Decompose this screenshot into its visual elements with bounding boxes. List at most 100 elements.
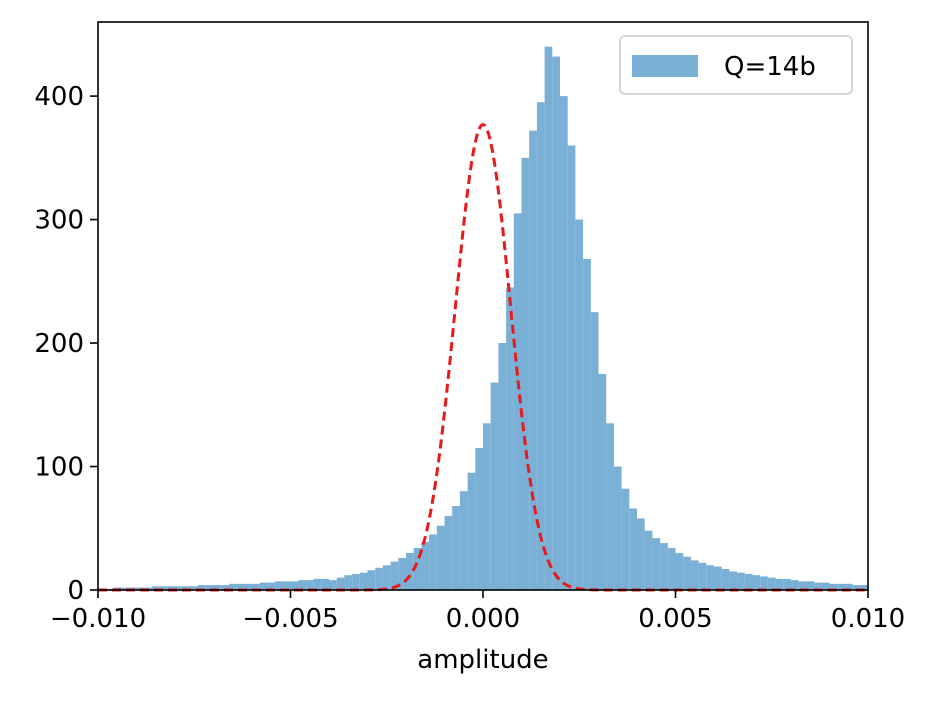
histogram-bar xyxy=(336,577,345,590)
histogram-bar xyxy=(213,585,222,590)
histogram-bar xyxy=(690,560,699,590)
legend-swatch-q14b xyxy=(632,55,698,77)
histogram-bar xyxy=(359,572,368,590)
histogram-bar xyxy=(506,287,514,590)
y-tick-label: 0 xyxy=(67,576,84,606)
histogram-bar xyxy=(552,56,560,590)
histogram-bar xyxy=(814,582,822,590)
histogram-bar xyxy=(521,157,530,590)
histogram-bar xyxy=(313,578,322,590)
histogram-bar xyxy=(737,572,745,590)
histogram-bar xyxy=(783,578,791,590)
histogram-bar xyxy=(382,565,391,590)
histogram-bar xyxy=(444,515,453,590)
histogram-bar xyxy=(413,548,422,590)
histogram-bar xyxy=(452,506,460,590)
histogram-bar xyxy=(329,580,337,590)
histogram-bar xyxy=(467,472,476,590)
histogram-bar xyxy=(536,102,545,591)
x-tick-label: 0.005 xyxy=(638,604,712,634)
histogram-bar xyxy=(159,586,168,590)
histogram-bar xyxy=(190,586,199,590)
histogram-bar xyxy=(621,488,630,590)
y-tick-label: 400 xyxy=(34,82,84,112)
histogram-bar xyxy=(513,213,522,591)
histogram-bar xyxy=(675,552,684,590)
histogram-bar xyxy=(321,578,329,590)
histogram-bar xyxy=(575,219,584,590)
histogram-bar xyxy=(267,582,276,590)
histogram-bar xyxy=(352,573,360,590)
histogram-bar xyxy=(544,46,553,590)
histogram-bar xyxy=(760,576,768,590)
histogram-bar xyxy=(529,130,537,590)
x-tick-label: 0.000 xyxy=(446,604,520,634)
histogram-bar xyxy=(390,561,399,590)
y-tick-label: 100 xyxy=(34,453,84,483)
x-tick-label: −0.005 xyxy=(242,604,338,634)
histogram-bar xyxy=(221,585,229,590)
histogram-bar xyxy=(305,580,314,590)
histogram-bar xyxy=(567,145,576,590)
histogram-bar xyxy=(298,580,306,590)
histogram-bar xyxy=(205,585,214,590)
histogram-bar xyxy=(667,548,676,590)
histogram-bar xyxy=(791,580,799,590)
histogram-bar xyxy=(367,570,376,590)
x-tick-label: 0.010 xyxy=(831,604,905,634)
histogram-bar xyxy=(490,382,499,590)
histogram-bar xyxy=(767,577,776,590)
histogram-bar xyxy=(860,585,868,590)
legend-label-q14b: Q=14b xyxy=(724,52,816,82)
histogram-bar xyxy=(775,578,784,590)
histogram-bar xyxy=(236,583,245,590)
legend: Q=14b xyxy=(619,35,853,95)
histogram-bar xyxy=(829,583,838,590)
y-tick-label: 200 xyxy=(34,329,84,359)
histogram-bar xyxy=(151,586,160,590)
histogram-bar xyxy=(198,585,206,590)
y-axis-ticks: 0 100 200 300 400 xyxy=(34,82,98,606)
histogram-bar xyxy=(344,575,353,590)
histogram-bar xyxy=(475,448,483,590)
histogram-bar xyxy=(598,373,607,590)
histogram-bar xyxy=(660,543,668,590)
histogram-bar xyxy=(606,423,614,590)
histogram-bar xyxy=(613,466,622,590)
histogram-bar xyxy=(698,562,707,590)
histogram-bar xyxy=(375,567,383,590)
histogram-bar xyxy=(821,582,830,590)
histogram-bar xyxy=(167,586,175,590)
histogram-bar xyxy=(275,581,283,590)
histogram-bar xyxy=(406,552,414,590)
histogram-bar xyxy=(398,557,406,590)
histogram-bar xyxy=(837,583,845,590)
histogram-bar xyxy=(483,423,491,590)
histogram-bar xyxy=(714,566,722,590)
histogram-bar xyxy=(806,581,815,590)
histogram-bar xyxy=(228,583,237,590)
histogram-bar xyxy=(244,583,252,590)
histogram-bar xyxy=(498,343,507,590)
histogram-bar xyxy=(121,587,129,590)
histogram-bar xyxy=(729,571,738,590)
histogram-bar xyxy=(844,583,853,590)
x-axis-ticks: −0.010 −0.005 0.000 0.005 0.010 xyxy=(50,590,905,634)
histogram-bar xyxy=(421,541,430,590)
x-tick-label: −0.010 xyxy=(50,604,146,634)
histogram-bar xyxy=(259,582,268,590)
histogram-bar xyxy=(652,538,661,590)
x-axis-label: amplitude xyxy=(417,645,548,675)
legend-box xyxy=(619,35,853,95)
histogram-bar xyxy=(644,530,653,590)
y-tick-label: 300 xyxy=(34,206,84,236)
histogram-bar xyxy=(798,581,807,590)
histogram-bar xyxy=(436,525,445,590)
histogram-bar xyxy=(560,96,568,590)
histogram-bar xyxy=(629,508,637,590)
histogram-bar xyxy=(590,312,599,590)
histogram-bar xyxy=(583,259,591,590)
histogram-bar xyxy=(459,491,468,590)
histogram-bar xyxy=(721,569,730,590)
